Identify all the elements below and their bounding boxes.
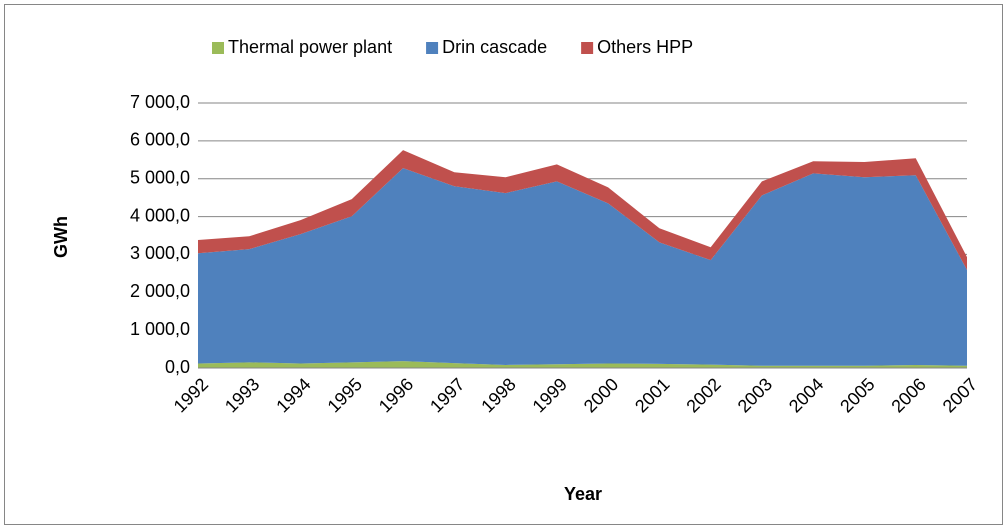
y-tick-label: 2 000,0: [130, 281, 190, 301]
legend-label: Drin cascade: [442, 37, 547, 57]
legend-swatch: [212, 42, 224, 54]
y-tick-label: 0,0: [165, 357, 190, 377]
y-tick-label: 6 000,0: [130, 130, 190, 150]
area: [198, 150, 967, 270]
y-tick-label: 4 000,0: [130, 205, 190, 225]
legend-swatch: [426, 42, 439, 54]
y-axis-label: GWh: [51, 216, 71, 258]
x-axis-label: Year: [564, 484, 602, 504]
legend-label: Others HPP: [597, 37, 693, 57]
y-tick-label: 5 000,0: [130, 167, 190, 187]
legend-swatch: [581, 42, 594, 54]
y-tick-label: 1 000,0: [130, 319, 190, 339]
y-tick-label: 3 000,0: [130, 243, 190, 263]
area: [198, 168, 967, 366]
legend-label: Thermal power plant: [228, 37, 392, 57]
area: [198, 361, 967, 368]
y-tick-label: 7 000,0: [130, 92, 190, 112]
